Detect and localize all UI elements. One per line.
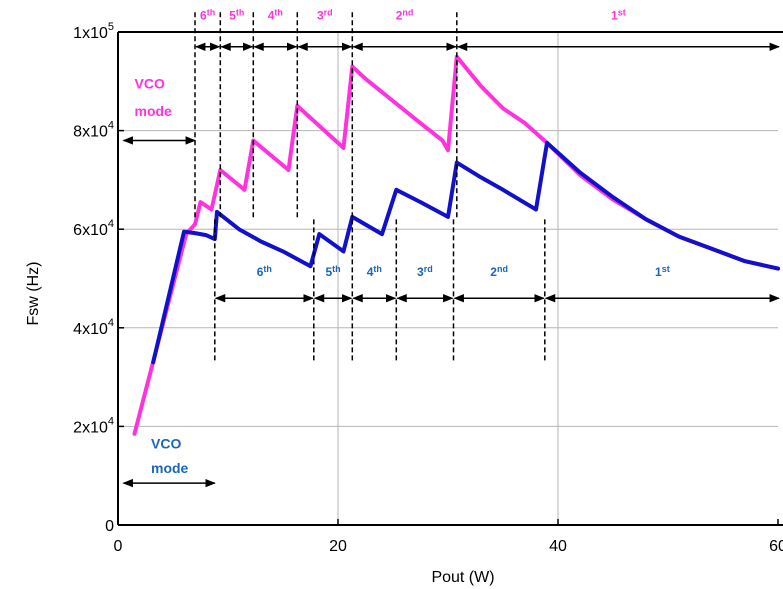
pink-vco-label-line1: VCO (135, 76, 165, 92)
pink-vco-label-line2: mode (135, 103, 173, 119)
pink-range-suffix: th (236, 8, 245, 18)
pink-range-number: 3 (317, 9, 324, 23)
blue-range-label: 4th (367, 264, 382, 279)
blue-range-label: 3rd (417, 264, 433, 279)
y-tick-exponent: 4 (108, 218, 114, 230)
pink-range-number: 2 (396, 9, 403, 23)
y-tick-label: 1x105 (73, 21, 114, 42)
pink-range-number: 1 (611, 9, 618, 23)
y-tick-label: 0 (105, 518, 114, 535)
y-tick-label: 8x104 (73, 120, 114, 141)
y-tick-base: 1x10 (73, 25, 108, 42)
blue-range-label: 2nd (490, 264, 508, 279)
blue-vco-label-line1: VCO (151, 436, 181, 452)
y-tick-label: 6x104 (73, 218, 114, 239)
blue-range-suffix: rd (424, 264, 433, 274)
x-tick-label: 0 (114, 538, 123, 555)
y-tick-base: 0 (105, 518, 114, 535)
pink-range-suffix: th (207, 8, 216, 18)
blue-range-label: 6th (257, 264, 272, 279)
y-tick-label: 4x104 (73, 317, 114, 338)
blue-range-suffix: th (332, 264, 341, 274)
blue-range-suffix: st (662, 264, 670, 274)
series-line-2 (151, 140, 780, 365)
grid-lines (118, 32, 778, 525)
y-tick-base: 6x10 (73, 222, 108, 239)
series-layer (132, 54, 780, 436)
x-axis-ticks: 0 20 40 60 (114, 519, 783, 555)
pink-range-label: 5th (229, 8, 244, 23)
pink-range-suffix: st (618, 8, 626, 18)
pink-range-suffix: rd (324, 8, 333, 18)
x-tick-label: 40 (549, 538, 567, 555)
pink-range-number: 5 (229, 9, 236, 23)
y-tick-exponent: 5 (108, 21, 114, 33)
blue-range-label: 5th (325, 264, 340, 279)
blue-vco-label-line2: mode (151, 460, 189, 476)
y-axis-label: Fsw (Hz) (25, 262, 42, 326)
pink-range-label: 2nd (396, 8, 414, 23)
blue-range-number: 3 (417, 265, 424, 279)
pink-range-label: 6th (200, 8, 215, 23)
blue-range-suffix: th (263, 264, 272, 274)
pink-range-suffix: th (274, 8, 283, 18)
pink-range-number: 4 (268, 9, 275, 23)
x-tick-label: 20 (329, 538, 347, 555)
pink-range-number: 6 (200, 9, 207, 23)
pink-range-label: 1st (611, 8, 626, 23)
y-tick-exponent: 4 (108, 317, 114, 329)
pink-range-label: 3rd (317, 8, 333, 23)
blue-range-number: 1 (655, 265, 662, 279)
pink-range-suffix: nd (402, 8, 413, 18)
pink-range-label: 4th (268, 8, 283, 23)
y-tick-base: 4x10 (73, 321, 108, 338)
blue-range-number: 2 (490, 265, 497, 279)
blue-range-number: 5 (325, 265, 332, 279)
blue-range-suffix: th (373, 264, 382, 274)
y-tick-base: 8x10 (73, 124, 108, 141)
blue-range-label: 1st (655, 264, 670, 279)
y-tick-exponent: 4 (108, 120, 114, 132)
x-tick-label: 60 (769, 538, 783, 555)
x-axis-label: Pout (W) (431, 569, 494, 586)
y-tick-base: 2x10 (73, 419, 108, 436)
y-tick-label: 2x104 (73, 415, 114, 436)
blue-range-number: 6 (257, 265, 264, 279)
plot-frame (117, 31, 783, 526)
blue-range-suffix: nd (497, 264, 508, 274)
blue-range-number: 4 (367, 265, 374, 279)
y-tick-exponent: 4 (108, 415, 114, 427)
